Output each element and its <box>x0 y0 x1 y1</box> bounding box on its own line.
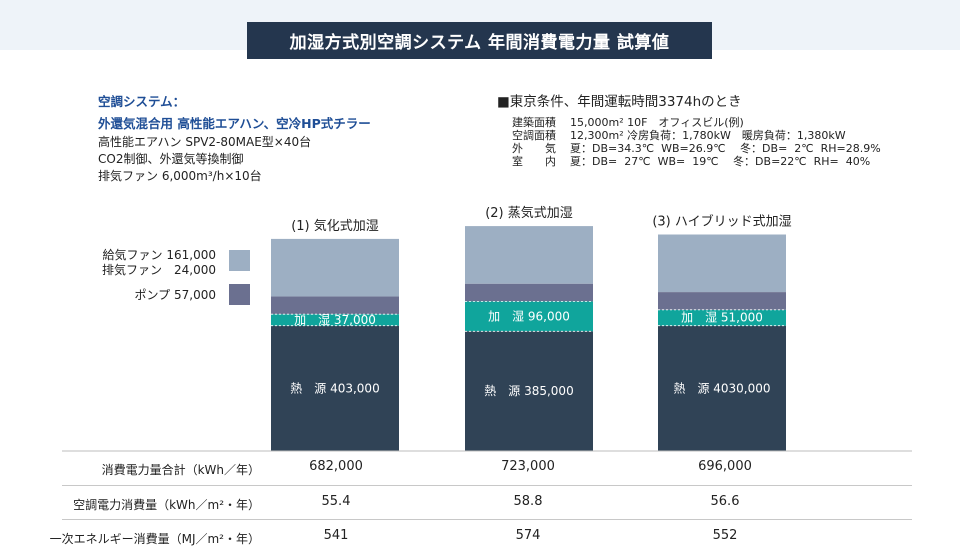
system-heading: 空調システム： <box>98 94 186 109</box>
table-cell: 574 <box>515 528 541 543</box>
table-cell: 55.4 <box>321 494 351 509</box>
condition-line-1: 建築面積 15,000m² 10F オフィスビル(例) <box>512 114 744 130</box>
legend-fans-line2: 排気ファン 24,000 <box>102 262 216 277</box>
humidify-label: 加 湿 96,000 <box>488 308 570 323</box>
condition-text: 12,300m² 冷房負荷：1,780kW 暖房負荷：1,380kW <box>570 129 846 142</box>
category-label: (1) 気化式加湿 <box>291 218 379 234</box>
legend-fan-swatch <box>229 250 250 271</box>
table-divider <box>62 519 912 520</box>
table-row-label: 一次エネルギー消費量（MJ／m²・年） <box>49 532 260 546</box>
humidify-segment <box>465 301 593 332</box>
fan-segment <box>465 226 593 284</box>
condition-line-3: 外 気 夏：DB=34.3℃ WB=26.9℃ 冬：DB= 2℃ RH=28.9% <box>512 140 881 156</box>
condition-label: 建築面積 <box>512 116 556 129</box>
humidify-segment <box>658 309 786 326</box>
heat-source-label: 熱 源 4030,000 <box>673 381 770 395</box>
heat-source-label: 熱 源 385,000 <box>484 384 573 398</box>
table-row: 空調電力消費量（kWh／m²・年） 55.4 58.8 56.6 <box>0 493 960 526</box>
legend-pump-label: ポンプ 57,000 <box>135 288 216 302</box>
table-row: 一次エネルギー消費量（MJ／m²・年） 541 574 552 <box>0 527 960 560</box>
pump-segment <box>658 292 786 310</box>
table-cell: 696,000 <box>698 459 752 474</box>
table-cell: 552 <box>712 528 738 543</box>
pump-segment <box>271 296 399 315</box>
table-cell: 56.6 <box>710 494 740 509</box>
fan-segment <box>271 238 399 297</box>
condition-text: 15,000m² 10F オフィスビル(例) <box>570 116 744 129</box>
table-cell: 58.8 <box>513 494 543 509</box>
pump-segment <box>465 283 593 302</box>
category-label: (3) ハイブリッド式加湿 <box>652 214 791 230</box>
condition-label: 空調面積 <box>512 129 556 142</box>
conditions-heading: ■東京条件、年間運転時間3374hのとき <box>497 94 742 110</box>
heat-source-segment <box>465 331 593 451</box>
condition-label: 室 内 <box>512 155 556 168</box>
fan-segment <box>658 234 786 292</box>
humidify-segment <box>271 314 399 326</box>
humidify-label: 加 湿 37,000 <box>294 312 376 327</box>
table-row: 消費電力量合計（kWh／年） 682,000 723,000 696,000 <box>0 458 960 491</box>
table-cell: 541 <box>323 528 349 543</box>
condition-text: 夏：DB=34.3℃ WB=26.9℃ 冬：DB= 2℃ RH=28.9% <box>570 142 881 155</box>
heat-source-segment <box>271 325 399 451</box>
table-row-label: 消費電力量合計（kWh／年） <box>101 463 260 477</box>
system-detail-3: 排気ファン 6,000m³/h×10台 <box>98 169 262 183</box>
legend-fans-line1: 給気ファン 161,000 <box>103 247 216 262</box>
system-detail-2: CO2制御、外還気等換制御 <box>98 152 244 166</box>
table-cell: 723,000 <box>501 459 555 474</box>
table-row-label: 空調電力消費量（kWh／m²・年） <box>73 498 260 512</box>
condition-line-4: 室 内 夏：DB= 27℃ WB= 19℃ 冬：DB=22℃ RH= 40% <box>512 153 870 169</box>
heat-source-label: 熱 源 403,000 <box>290 381 379 395</box>
heat-source-segment <box>658 325 786 451</box>
stacked-bar-chart: 給気ファン 161,000 排気ファン 24,000 ポンプ 57,000 熱 … <box>62 205 912 452</box>
page-title: 加湿方式別空調システム 年間消費電力量 試算値 <box>247 22 712 59</box>
humidify-label: 加 湿 51,000 <box>681 310 763 325</box>
system-subheading: 外還気混合用 高性能エアハン、空冷HP式チラー <box>98 116 371 131</box>
table-divider <box>62 485 912 486</box>
condition-text: 夏：DB= 27℃ WB= 19℃ 冬：DB=22℃ RH= 40% <box>570 155 871 168</box>
legend: 給気ファン 161,000 排気ファン 24,000 ポンプ 57,000 <box>102 247 250 305</box>
legend-pump-swatch <box>229 284 250 305</box>
condition-label: 外 気 <box>512 142 556 155</box>
category-label: (2) 蒸気式加湿 <box>485 205 573 221</box>
system-detail-1: 高性能エアハン SPV2-80MAE型×40台 <box>98 135 312 149</box>
table-cell: 682,000 <box>309 459 363 474</box>
condition-line-2: 空調面積 12,300m² 冷房負荷：1,780kW 暖房負荷：1,380kW <box>512 127 846 143</box>
